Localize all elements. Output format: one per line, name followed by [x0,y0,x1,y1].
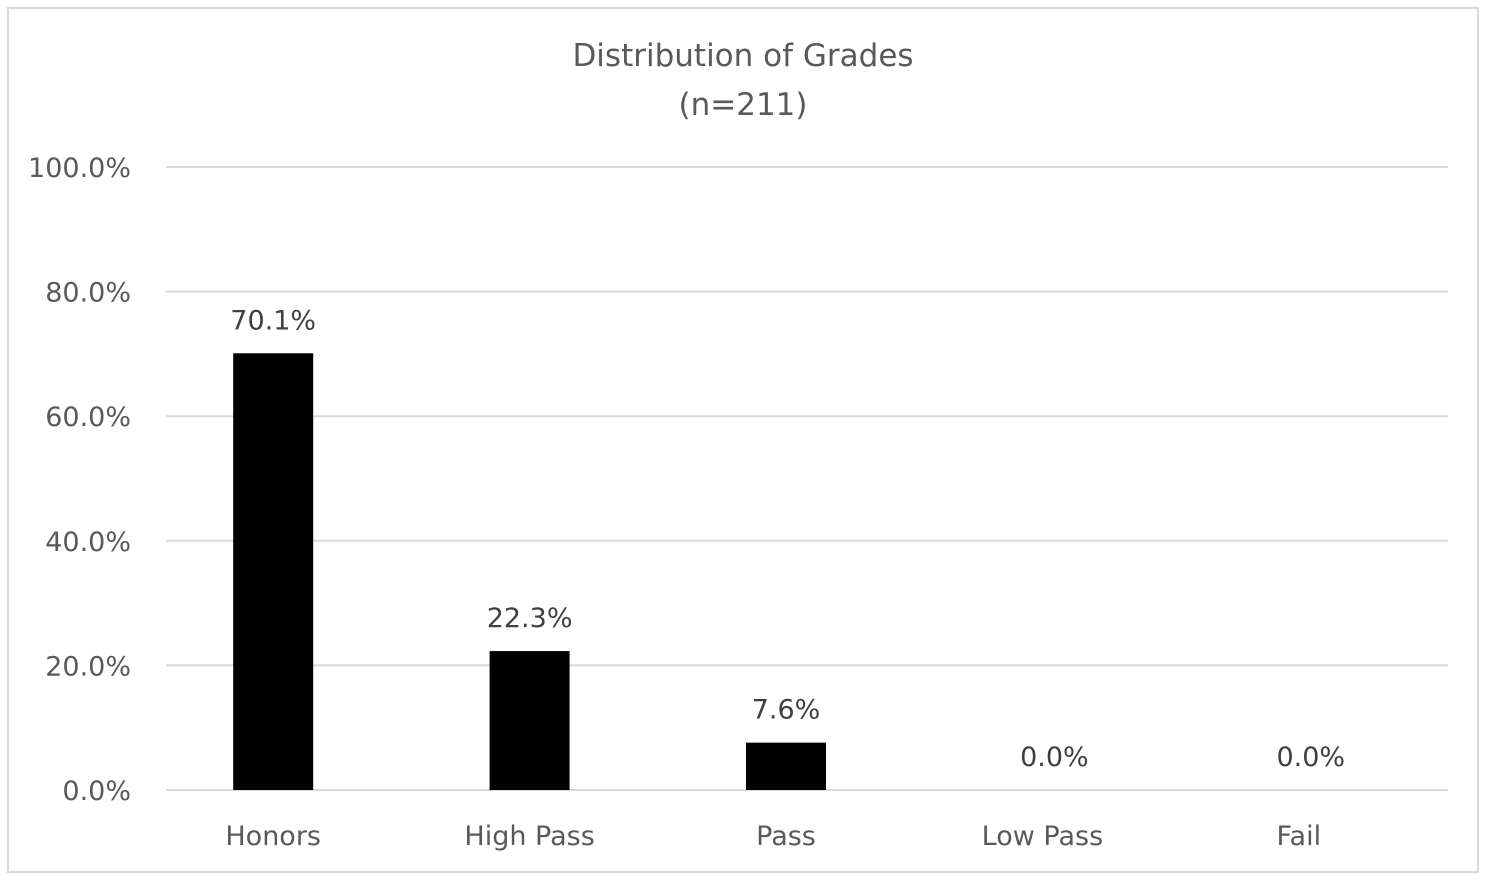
y-tick-label: 40.0% [45,527,131,558]
data-label: 70.1% [230,305,316,336]
bars [233,353,826,790]
chart-subtitle: (n=211) [679,87,808,123]
data-label: 22.3% [487,603,573,634]
bar [746,742,826,790]
data-label: 7.6% [752,695,821,726]
category-label: Low Pass [982,821,1104,852]
x-axis-categories: Honors High Pass Pass Low Pass Fail [225,821,1321,852]
y-tick-label: 0.0% [62,776,131,807]
chart-title: Distribution of Grades [572,38,913,74]
category-label: Fail [1276,821,1321,852]
category-label: Pass [756,821,816,852]
y-tick-label: 80.0% [45,278,131,309]
bar [489,651,570,790]
category-label: High Pass [464,821,594,852]
y-tick-label: 20.0% [45,651,131,682]
data-label: 0.0% [1276,742,1345,773]
y-axis-ticks: 0.0% 20.0% 40.0% 60.0% 80.0% 100.0% [28,153,131,807]
data-label: 0.0% [1020,742,1089,773]
y-tick-label: 60.0% [45,402,131,433]
y-tick-label: 100.0% [28,153,131,184]
gridlines [166,166,1448,791]
data-labels: 70.1% 22.3% 7.6% 0.0% 0.0% [230,305,1345,773]
category-label: Honors [225,821,321,852]
bar [233,353,314,790]
